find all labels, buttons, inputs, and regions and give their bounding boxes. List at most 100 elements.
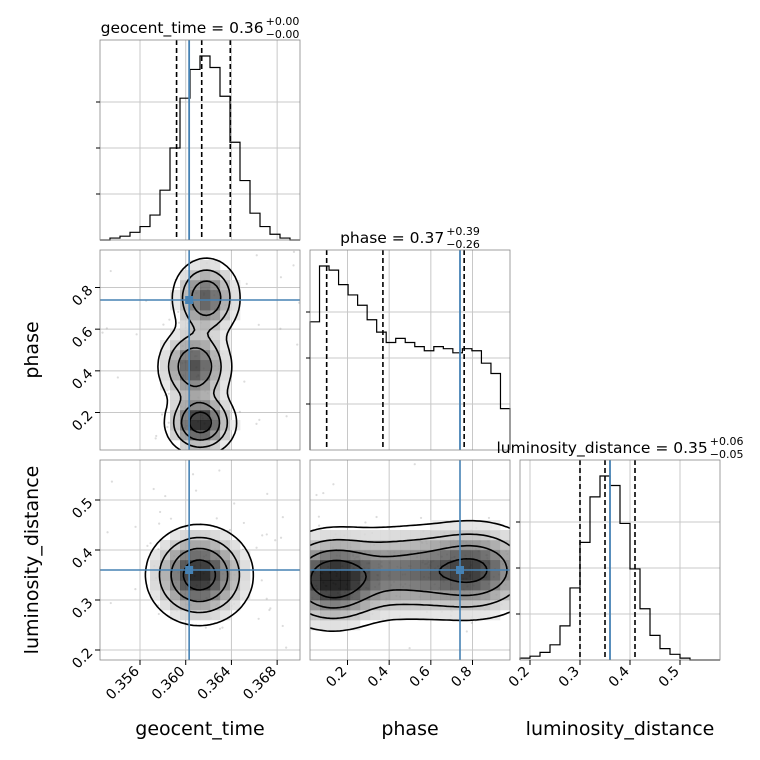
density-cell [220,280,231,291]
density-cell [350,570,361,581]
density-cell [370,540,381,551]
x-tick-label: 0.5 [656,664,683,691]
density-cell [220,390,231,401]
density-cell [210,600,221,611]
density-cell [210,290,221,301]
y-axis-label-phase: phase [21,321,43,378]
density-cell [330,600,341,611]
density-cell [190,280,201,291]
density-cell [210,440,221,450]
density-cell [460,520,471,531]
title-upper-error: +0.00 [266,15,300,28]
title-main: phase = 0.37 [340,229,444,247]
density-cell [430,590,441,601]
density-cell [190,530,201,541]
density-cell [190,320,201,331]
density-cell [380,590,391,601]
density-cell [160,380,171,391]
density-cell [380,550,391,561]
contour-line [167,269,231,449]
sample-point [265,597,268,600]
sample-point [116,376,119,379]
density-cell [230,310,241,321]
density-cell [180,600,191,611]
density-cell [490,570,501,581]
density-cell [190,590,201,601]
density-cell [430,520,441,531]
density-cell [430,540,441,551]
density-cell [240,560,251,571]
density-cell [210,420,221,431]
density-cell [360,590,371,601]
sample-point [487,516,491,520]
sample-point [255,546,258,549]
density-cell [390,540,401,551]
density-cell [220,360,231,371]
density-cell [170,360,181,371]
density-cell [390,610,401,621]
density-cell [190,260,201,271]
density-cell [440,590,451,601]
x-tick-label: 0.2 [506,664,533,691]
density-cell [210,610,221,621]
sample-point [146,544,149,547]
density-cell [500,560,510,571]
density-cell [320,580,331,591]
density-cell [330,560,341,571]
density-cell [220,550,231,561]
density-cell [450,610,461,621]
title-main: geocent_time = 0.36 [101,19,264,38]
title-lower-error: −0.05 [710,448,744,461]
sample-point [243,380,246,383]
density-cell [150,550,161,561]
density-cell [200,280,211,291]
density-cell [150,570,161,581]
density-cell [230,560,241,571]
density-cell [420,530,431,541]
density-cell [210,530,221,541]
panel-phase-vs-phase [309,249,511,451]
density-cell [490,600,501,611]
sample-point [281,624,284,628]
title-upper-error: +0.39 [446,225,480,238]
density-cell [340,550,351,561]
density-cell [330,610,341,621]
density-cell [400,560,411,571]
density-cell [490,540,501,551]
x-tick-label: 0.6 [407,663,434,690]
density-cell [500,530,510,541]
sample-point [375,515,378,519]
density-cell [180,410,191,421]
density-cell [160,560,171,571]
density-cell [400,580,411,591]
density-luminosity_distance-vs-phase [310,460,510,660]
y-tick-label: 0.5 [69,495,96,522]
density-cell [170,590,181,601]
density-cell [330,550,341,561]
x-tick-label: 0.4 [606,663,633,690]
sample-point [204,626,207,629]
x-tick-label: 0.4 [365,663,392,690]
panel-geocent_time-vs-geocent_time [99,39,301,241]
density-cell [200,390,211,401]
truth-marker [185,566,194,574]
density-cell [210,360,221,371]
density-cell [410,560,421,571]
density-cell [370,610,381,621]
density-cell [500,580,510,591]
sample-point [266,492,269,495]
density-cell [170,300,181,311]
density-cell [200,350,211,361]
density-cell [160,570,171,581]
panel-luminosity_distance-vs-geocent_time [99,459,301,661]
sample-point [255,254,258,257]
density-cell [190,540,201,551]
density-cell [200,320,211,331]
density-cell [310,600,321,611]
density-cell [480,580,491,591]
sample-point [245,282,248,285]
density-cell [160,580,171,591]
density-cell [170,560,181,571]
density-cell [210,300,221,311]
